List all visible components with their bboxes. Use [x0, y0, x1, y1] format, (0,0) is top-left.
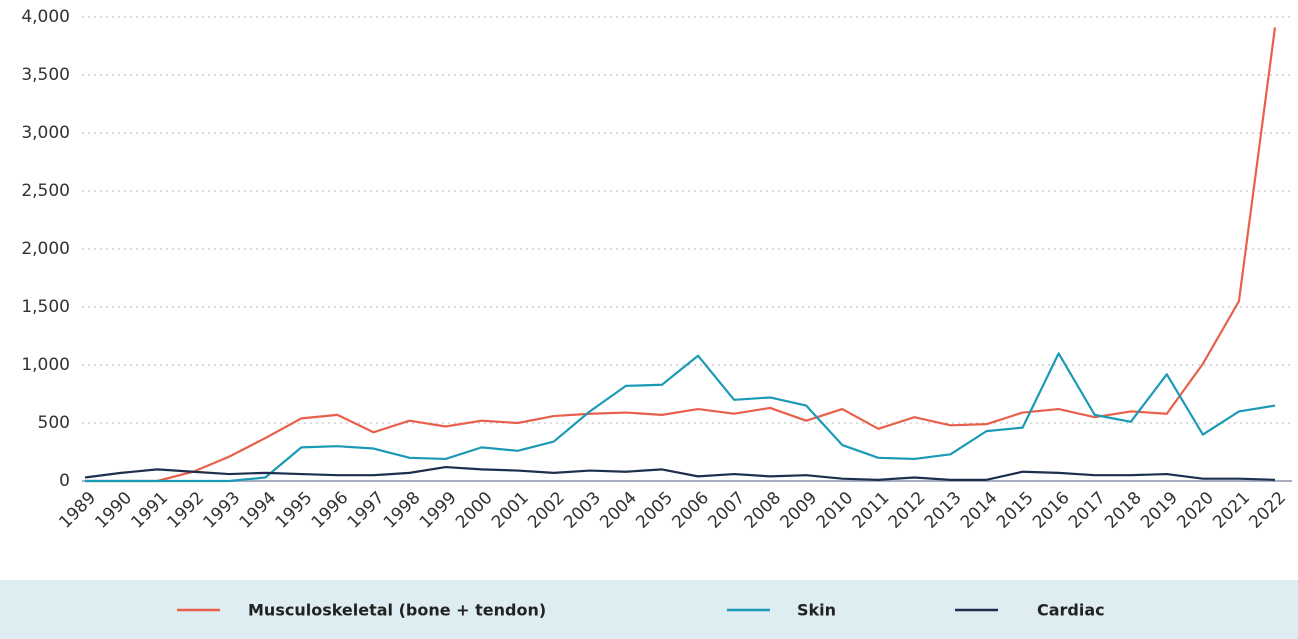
x-tick-label: 2009 — [777, 488, 822, 533]
x-tick-label: 2010 — [813, 488, 858, 533]
x-tick-label: 2013 — [921, 488, 966, 533]
x-tick-label: 2008 — [740, 488, 785, 533]
x-tick-label: 1993 — [200, 488, 245, 533]
y-tick-label: 3,500 — [21, 65, 70, 85]
x-tick-label: 2014 — [957, 488, 1002, 533]
x-tick-label: 1990 — [91, 488, 136, 533]
x-tick-label: 2006 — [668, 488, 713, 533]
x-tick-label: 2002 — [524, 488, 569, 533]
y-tick-label: 0 — [59, 471, 70, 491]
y-tick-label: 1,000 — [21, 355, 70, 375]
legend-label: Cardiac — [1037, 601, 1105, 620]
x-tick-label: 2003 — [560, 488, 605, 533]
x-tick-label: 1991 — [127, 488, 172, 533]
y-tick-label: 4,000 — [21, 7, 70, 27]
x-tick-label: 2017 — [1065, 488, 1110, 533]
x-tick-label: 2012 — [885, 488, 930, 533]
y-tick-label: 2,000 — [21, 239, 70, 259]
x-tick-label: 2015 — [993, 488, 1038, 533]
y-tick-label: 500 — [38, 413, 70, 433]
x-tick-label: 2018 — [1101, 488, 1146, 533]
x-tick-label: 2001 — [488, 488, 533, 533]
x-tick-label: 1992 — [164, 488, 209, 533]
legend-label: Skin — [797, 601, 836, 620]
y-tick-label: 1,500 — [21, 297, 70, 317]
x-tick-label: 2000 — [452, 488, 497, 533]
line-series — [85, 352, 1276, 483]
x-tick-label: 2011 — [849, 488, 894, 533]
x-tick-label: 1999 — [416, 488, 461, 533]
y-tick-label: 3,000 — [21, 123, 70, 143]
x-tick-label: 2019 — [1137, 488, 1182, 533]
x-tick-label: 2021 — [1209, 488, 1254, 533]
y-tick-label: 2,500 — [21, 181, 70, 201]
x-tick-label: 2007 — [704, 488, 749, 533]
x-tick-label: 1996 — [308, 488, 353, 533]
x-tick-label: 2016 — [1029, 488, 1074, 533]
x-tick-label: 2004 — [596, 488, 641, 533]
x-tick-label: 2005 — [632, 488, 677, 533]
line-series — [85, 27, 1277, 483]
line-series — [84, 465, 1276, 481]
x-tick-label: 1998 — [380, 488, 425, 533]
x-tick-label: 1994 — [236, 488, 281, 533]
x-tick-label: 1989 — [55, 488, 100, 533]
x-tick-label: 2020 — [1173, 488, 1218, 533]
legend-label: Musculoskeletal (bone + tendon) — [248, 601, 546, 620]
x-tick-label: 2022 — [1245, 488, 1290, 533]
x-tick-label: 1995 — [272, 488, 317, 533]
x-tick-label: 1997 — [344, 488, 389, 533]
